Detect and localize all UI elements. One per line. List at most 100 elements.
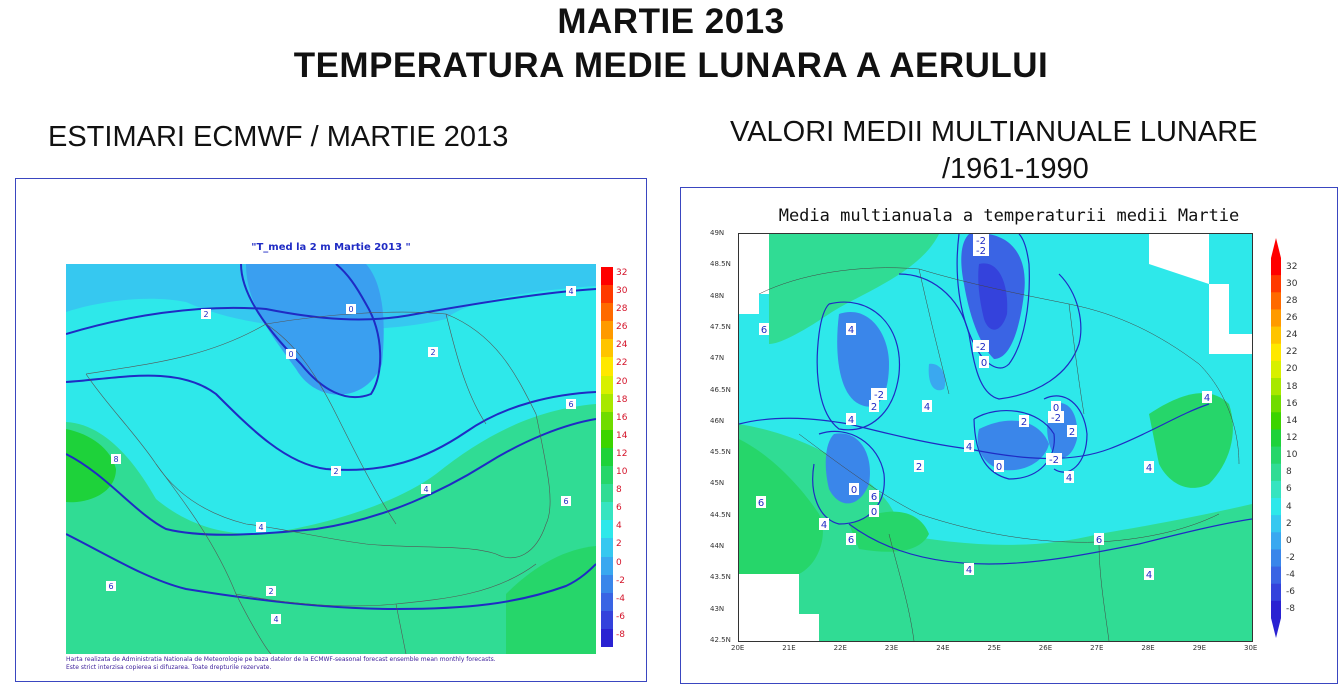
svg-text:4: 4 (848, 415, 854, 426)
colorbar-cell (601, 267, 613, 286)
colorbar-cell (601, 592, 613, 611)
contour-label: 2 (1067, 425, 1077, 438)
colorbar-tick-label: -6 (616, 611, 625, 622)
colorbar-tick-label: 12 (1286, 433, 1298, 443)
svg-text:0: 0 (851, 485, 857, 496)
colorbar-cell (1271, 566, 1281, 585)
ecmwf-map-panel: "T_med la 2 m Martie 2013 " (15, 178, 647, 682)
svg-text:6: 6 (758, 498, 764, 509)
contour-label: 6 (566, 399, 576, 409)
colorbar-cell (601, 502, 613, 521)
svg-text:4: 4 (568, 287, 573, 296)
ecmwf-footnote: Harta realizata de Administratia Nationa… (66, 656, 496, 672)
colorbar-cell (1271, 549, 1281, 568)
multiannual-temperature-map: -2 -2 -2 0 4 4 -2 2 4 4 4 2 2 0 -2 0 2 4 6 6 4 6 6 4 4 6 4 0 0 -2 (738, 233, 1253, 642)
svg-text:4: 4 (1146, 463, 1152, 474)
latitude-tick-label: 43.5N (710, 573, 731, 582)
contour-label: 4 (1064, 471, 1074, 484)
contour-label: 6 (756, 496, 766, 509)
contour-label: -2 (973, 234, 989, 247)
colorbar-cell (1271, 395, 1281, 413)
latitude-tick-label: 44N (710, 542, 725, 551)
contour-label: 2 (1019, 415, 1029, 428)
svg-text:4: 4 (821, 520, 827, 531)
svg-text:2: 2 (1069, 427, 1075, 438)
svg-text:2: 2 (916, 462, 922, 473)
right-subtitle-line2: /1961-1990 (942, 153, 1089, 185)
colorbar-tick-label: 20 (1286, 364, 1298, 375)
svg-text:6: 6 (1096, 535, 1102, 546)
contour-label: 4 (421, 484, 431, 494)
longitude-tick-label: 24E (936, 644, 950, 652)
colorbar-tick-label: 20 (616, 376, 628, 387)
contour-label: 6 (846, 533, 856, 546)
contour-label: 0 (1051, 401, 1061, 414)
longitude-tick-label: 20E (731, 644, 745, 652)
svg-text:6: 6 (848, 535, 854, 546)
colorbar-cell (1271, 446, 1281, 465)
svg-text:0: 0 (981, 358, 987, 369)
contour-label: 2 (331, 466, 341, 476)
contour-label: 6 (561, 496, 571, 506)
contour-label: 0 (869, 505, 879, 518)
svg-text:6: 6 (108, 582, 113, 591)
colorbar-tick-label: -4 (616, 593, 625, 604)
colorbar-tick-label: 30 (616, 286, 628, 297)
svg-text:4: 4 (848, 325, 854, 336)
svg-text:6: 6 (761, 325, 767, 336)
longitude-tick-label: 22E (833, 644, 847, 652)
contour-label: 0 (979, 356, 989, 369)
svg-text:4: 4 (1066, 473, 1072, 484)
svg-text:-2: -2 (976, 246, 986, 257)
contour-label: 8 (111, 454, 121, 464)
colorbar-cell (1271, 463, 1281, 482)
svg-text:0: 0 (348, 305, 353, 314)
colorbar-top-arrow (1271, 238, 1281, 258)
right-subtitle-line1: VALORI MEDII MULTIANUALE LUNARE (730, 116, 1258, 148)
latitude-tick-label: 46N (710, 416, 725, 425)
colorbar-cell (601, 429, 613, 448)
colorbar-cell (601, 610, 613, 629)
contour-label: 4 (846, 413, 856, 426)
latitude-tick-label: 44.5N (710, 510, 731, 519)
longitude-tick-label: 30E (1244, 644, 1258, 652)
svg-text:2: 2 (1021, 417, 1027, 428)
latitude-tick-label: 47N (710, 354, 725, 363)
svg-text:-2: -2 (874, 390, 884, 401)
colorbar-tick-label: 12 (616, 448, 628, 459)
colorbar-tick-label: 0 (616, 557, 622, 568)
ecmwf-map-title: "T_med la 2 m Martie 2013 " (251, 242, 411, 253)
svg-text:4: 4 (273, 615, 278, 624)
contour-label: 4 (1144, 568, 1154, 581)
svg-text:4: 4 (1204, 393, 1210, 404)
page-title-topic: TEMPERATURA MEDIE LUNARA A AERULUI (293, 46, 1049, 85)
colorbar-tick-label: -6 (1286, 587, 1295, 598)
colorbar-cell (601, 285, 613, 304)
colorbar-cell (1271, 480, 1281, 499)
colorbar-cell (601, 321, 613, 340)
colorbar-cell (601, 628, 613, 647)
latitude-tick-label: 48N (710, 291, 725, 300)
svg-text:-2: -2 (1049, 455, 1059, 466)
contour-label: 6 (869, 490, 879, 503)
svg-text:4: 4 (924, 402, 930, 413)
colorbar-cell (601, 538, 613, 557)
colorbar-cell (1271, 532, 1281, 550)
colorbar-tick-label: 28 (1286, 295, 1298, 306)
svg-text:-2: -2 (976, 236, 986, 247)
colorbar-tick-label: -2 (1286, 553, 1295, 563)
colorbar-tick-label: 28 (616, 304, 628, 315)
latitude-tick-label: 43N (710, 604, 725, 613)
contour-label: 6 (759, 323, 769, 336)
svg-text:2: 2 (430, 348, 435, 357)
svg-text:6: 6 (568, 400, 573, 409)
colorbar-tick-label: 10 (616, 467, 628, 478)
svg-text:2: 2 (871, 402, 877, 413)
footnote-line1: Harta realizata de Administratia Nationa… (66, 656, 496, 663)
page-title-month: MARTIE 2013 (557, 2, 785, 41)
colorbar-cell (1271, 343, 1281, 362)
colorbar-tick-label: -2 (616, 575, 625, 586)
svg-text:-2: -2 (976, 342, 986, 353)
latitude-tick-label: 49N (710, 229, 725, 237)
